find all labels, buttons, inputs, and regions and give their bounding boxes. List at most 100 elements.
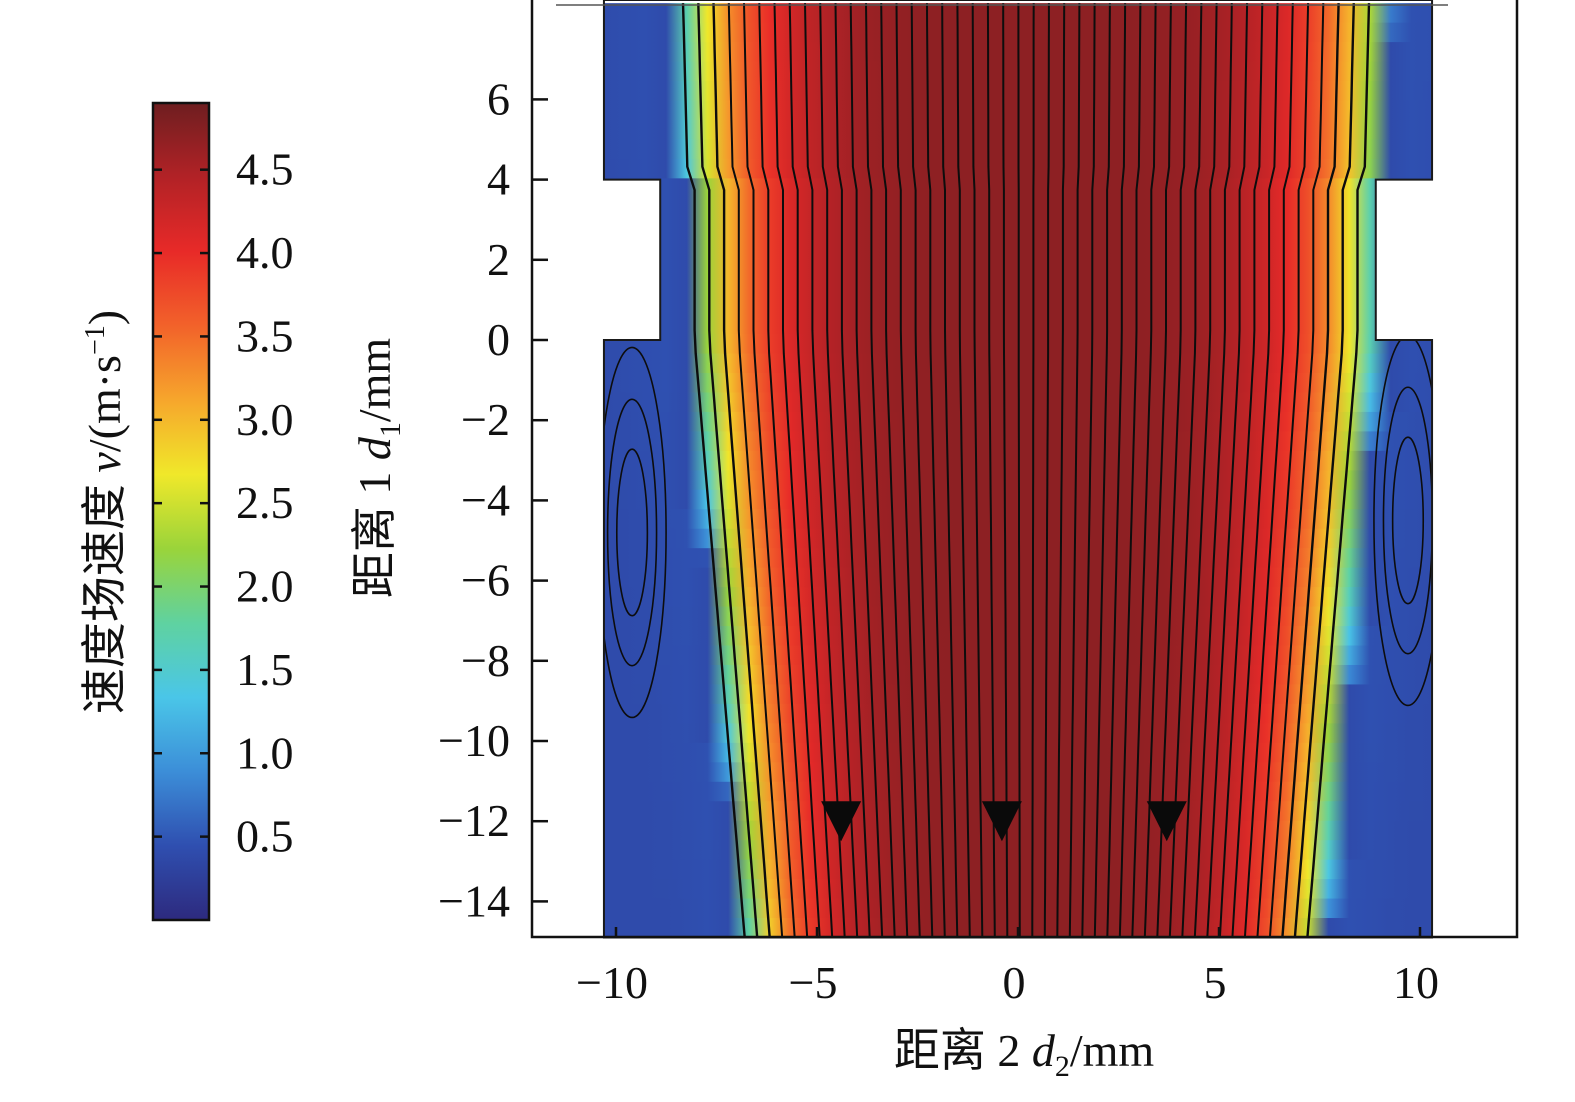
streamline — [1143, 3, 1172, 938]
colorbar-label: 速度场速度 v/(m·s−1) — [79, 310, 130, 714]
streamline — [1031, 3, 1035, 938]
streamline — [1243, 3, 1294, 938]
colorbar-tick-label: 2.5 — [236, 477, 294, 528]
x-axis-label: 距离 2 d2/mm — [894, 1025, 1155, 1083]
colorbar-tick-label: 2.0 — [236, 561, 294, 612]
field-band — [603, 664, 1433, 686]
colorbar-tick-label: 1.5 — [236, 644, 294, 695]
streamline — [1002, 3, 1009, 938]
y-tick-label: 6 — [487, 73, 510, 124]
field-band — [603, 626, 1433, 647]
streamline — [1181, 3, 1218, 938]
y-axis-label: 距离 1 d1/mm — [349, 338, 407, 599]
streamline — [1081, 3, 1096, 938]
colorbar-tick-label: 4.0 — [236, 227, 294, 278]
streamline — [1043, 3, 1050, 938]
plot-frame — [530, 0, 1519, 939]
streamline — [1017, 3, 1021, 938]
field-band — [603, 645, 1433, 666]
colorbar-tick-label: 0.5 — [236, 811, 294, 862]
field-band — [603, 742, 1433, 764]
y-tick-label: −2 — [461, 394, 510, 445]
streamlines — [603, 3, 1433, 938]
streamline — [773, 3, 821, 938]
field-band — [603, 723, 1433, 744]
streamline — [834, 3, 871, 938]
streamline — [1156, 3, 1188, 938]
field-band — [603, 820, 1433, 842]
streamline — [804, 3, 846, 938]
x-tick-label: 0 — [1003, 957, 1026, 1008]
x-tick-label: −10 — [576, 957, 648, 1008]
streamline — [1293, 3, 1355, 938]
streamline — [1131, 3, 1157, 938]
streamline — [712, 3, 771, 938]
streamline — [1168, 3, 1203, 938]
streamline — [971, 3, 984, 938]
streamline — [1056, 3, 1066, 938]
streamline — [1068, 3, 1081, 938]
colorbar-tick-label: 3.5 — [236, 310, 294, 361]
streamline — [926, 3, 946, 938]
streamline — [1106, 3, 1127, 938]
streamline — [941, 3, 959, 938]
plot: −10 −5 0 5 10 6 4 2 0 −2 −4 −6 −8 −10 −12 −14 距离 1 d1/… — [349, 0, 1519, 1083]
y-tick-label: 2 — [487, 234, 510, 285]
field-band — [603, 840, 1433, 861]
vortex-streamline — [603, 346, 667, 719]
y-tick-label: 4 — [487, 154, 510, 205]
field-band — [603, 762, 1433, 783]
field-band — [603, 859, 1433, 881]
x-axis-ticks: −10 −5 0 5 10 — [576, 927, 1439, 1008]
colorbar-bar — [151, 101, 211, 922]
y-tick-label: −14 — [438, 875, 510, 926]
streamline — [910, 3, 934, 938]
colorbar-tick-label: 3.0 — [236, 394, 294, 445]
flow-arrow — [981, 801, 1022, 842]
y-tick-label: −8 — [461, 635, 510, 686]
streamline — [1306, 3, 1371, 938]
streamline — [743, 3, 796, 938]
colorbar-ticks: 0.5 1.0 1.5 2.0 2.5 3.0 3.5 4.0 4.5 — [153, 144, 294, 862]
y-tick-label: −4 — [461, 474, 510, 525]
streamline — [1218, 3, 1264, 938]
streamline — [727, 3, 784, 938]
streamline — [956, 3, 971, 938]
streamline — [895, 3, 921, 938]
y-tick-label: 0 — [487, 314, 510, 365]
streamline — [1281, 3, 1340, 938]
streamline — [1268, 3, 1325, 938]
vortex-streamline — [1391, 436, 1425, 605]
streamline — [1231, 3, 1279, 938]
streamline — [788, 3, 834, 938]
flow-arrow — [1146, 801, 1187, 842]
x-tick-label: 10 — [1393, 957, 1439, 1008]
x-tick-label: −5 — [789, 957, 838, 1008]
streamline — [1206, 3, 1249, 938]
streamline — [1118, 3, 1142, 938]
streamline — [758, 3, 809, 938]
flow-arrows — [821, 801, 1187, 842]
streamline — [849, 3, 884, 938]
streamline — [865, 3, 896, 938]
vortex-streamline — [615, 448, 649, 617]
y-tick-label: −6 — [461, 555, 510, 606]
colorbar-tick-label: 4.5 — [236, 144, 294, 195]
vortex-streamline — [1382, 386, 1433, 655]
flow-arrow — [821, 801, 862, 842]
field-band — [603, 684, 1433, 705]
field-band — [603, 703, 1433, 725]
streamline — [986, 3, 996, 938]
streamline — [1093, 3, 1111, 938]
streamline — [819, 3, 859, 938]
streamline — [681, 3, 746, 938]
y-tick-label: −10 — [438, 715, 510, 766]
streamline — [1193, 3, 1233, 938]
x-tick-label: 5 — [1204, 957, 1227, 1008]
field-band — [603, 879, 1433, 900]
y-axis-ticks: 6 4 2 0 −2 −4 −6 −8 −10 −12 −14 — [438, 73, 548, 926]
vortex-streamline — [606, 398, 658, 667]
field-band — [603, 898, 1433, 920]
streamline — [880, 3, 909, 938]
